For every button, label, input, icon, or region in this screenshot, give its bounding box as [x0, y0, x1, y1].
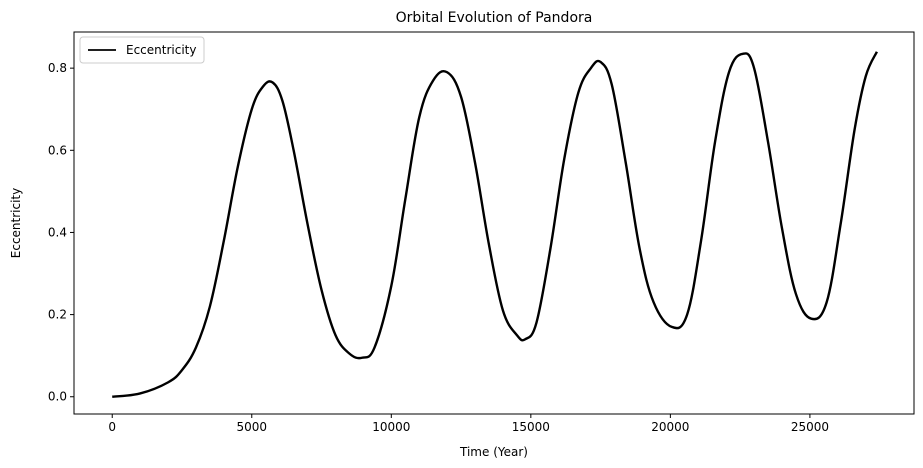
x-axis-label: Time (Year): [459, 445, 528, 459]
x-tick-label: 20000: [651, 420, 689, 434]
x-tick-label: 5000: [236, 420, 267, 434]
y-tick-label: 0.0: [48, 390, 67, 404]
y-tick-label: 0.4: [48, 225, 67, 239]
y-axis-label: Eccentricity: [9, 188, 23, 258]
legend: Eccentricity: [79, 36, 205, 64]
y-axis-ticks: 0.0 0.2 0.4 0.6 0.8: [48, 61, 74, 404]
plot-area: [112, 51, 878, 398]
chart-title: Orbital Evolution of Pandora: [396, 10, 593, 26]
x-axis-ticks: 0 5000 10000 15000 20000 25000: [108, 414, 829, 434]
axes-frame: [73, 31, 915, 415]
y-tick-label: 0.6: [48, 143, 67, 157]
y-tick-label: 0.8: [48, 61, 67, 75]
series-line-eccentricity: [112, 51, 878, 398]
x-tick-label: 15000: [512, 420, 550, 434]
x-tick-label: 10000: [372, 420, 410, 434]
x-tick-label: 25000: [791, 420, 829, 434]
y-tick-label: 0.2: [48, 308, 67, 322]
legend-box: [79, 36, 205, 64]
legend-label-eccentricity: Eccentricity: [126, 43, 196, 57]
x-tick-label: 0: [108, 420, 116, 434]
